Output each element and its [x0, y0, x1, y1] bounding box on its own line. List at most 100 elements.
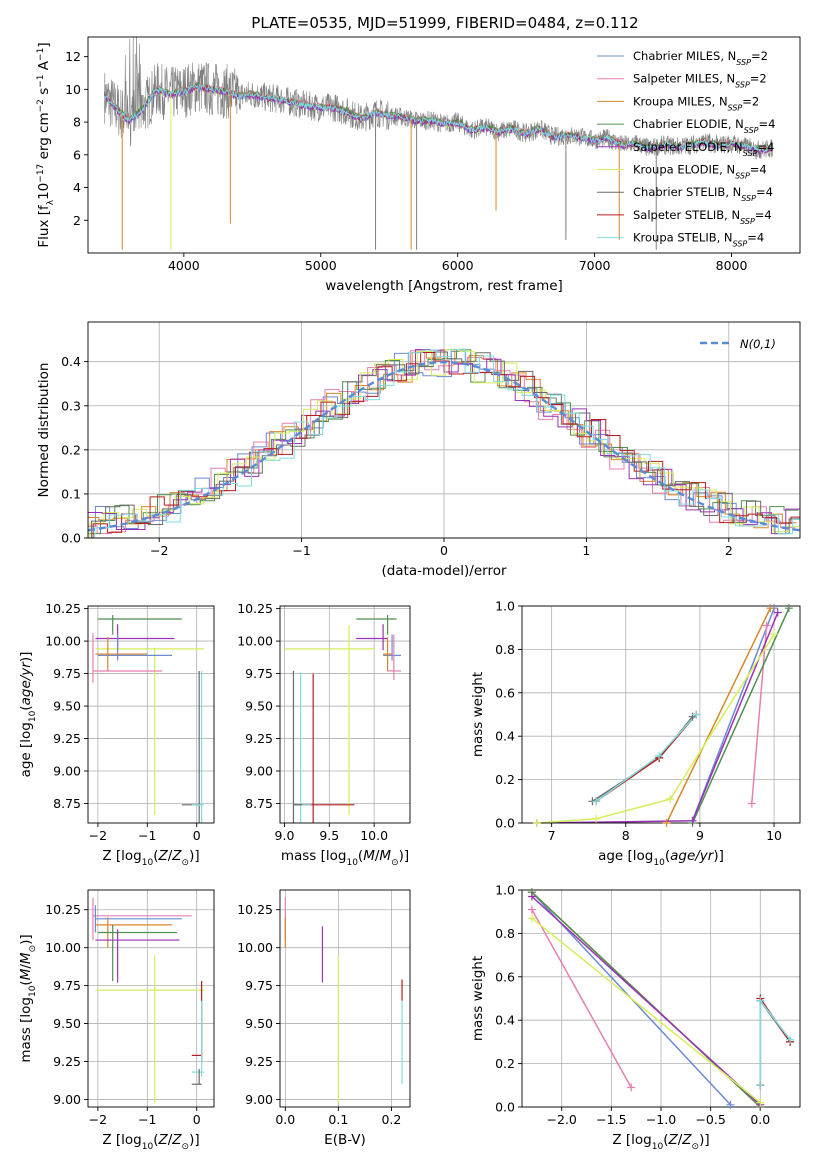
- legend-label: Kroupa STELIB, NSSP=4: [633, 231, 764, 249]
- y-tick-label: 9.25: [245, 731, 273, 746]
- y-tick-label: 0.2: [495, 1056, 515, 1071]
- weight-marker: [592, 797, 601, 806]
- histogram-legend: N(0,1): [700, 337, 776, 351]
- y-tick-label: 0.3: [61, 398, 81, 413]
- weight-marker: [592, 814, 601, 823]
- y-tick-label: 8: [73, 115, 81, 130]
- weight-marker: [756, 996, 765, 1005]
- y-tick-label: 12: [65, 49, 81, 64]
- y-tick-label: 10.00: [45, 634, 81, 649]
- y-tick-label: 9.50: [53, 699, 81, 714]
- weight-marker: [527, 905, 536, 914]
- axes-border: [279, 605, 411, 824]
- x-axis-label: Z [log10(Z/Z⊙)]: [102, 848, 199, 868]
- x-tick-label: 0: [440, 543, 448, 558]
- y-tick-label: 10.25: [45, 902, 81, 917]
- spectrum-axes: 4000 5000 6000 7000 8000 2 4 6 8 10 12 wavelength […: [36, 36, 801, 294]
- gaussian-curve: [88, 360, 800, 532]
- weight-line: [531, 917, 761, 1104]
- x-tick-label: −2: [89, 1112, 107, 1127]
- y-tick-label: 10.25: [237, 601, 273, 616]
- axes-frame: 7 8 9 10 0.0 0.2 0.4 0.6 0.8 1.0 age [log10(age/yr…: [470, 599, 801, 868]
- y-axis-label: age [log10(age/yr)]: [18, 652, 38, 778]
- plot-area: [88, 348, 800, 538]
- weight-line: [536, 612, 779, 823]
- y-tick-label: 8.75: [245, 796, 273, 811]
- legend-label: Kroupa MILES, NSSP=2: [633, 94, 759, 112]
- x-tick-label: −1: [138, 828, 156, 843]
- y-tick-label: 9.00: [53, 764, 81, 779]
- x-tick-label: 10: [766, 828, 782, 843]
- weight-marker: [666, 795, 675, 804]
- weight-marker: [766, 604, 775, 613]
- weight-line: [691, 607, 790, 823]
- y-tick-label: 0.0: [61, 531, 81, 546]
- x-tick-label: 0: [193, 1112, 201, 1127]
- y-tick-label: 2: [73, 213, 81, 228]
- x-tick-label: 0.0: [750, 1112, 770, 1127]
- y-tick-label: 0.4: [495, 1013, 515, 1028]
- y-tick-label: 9.75: [245, 978, 273, 993]
- histogram-series: [90, 351, 800, 538]
- weight-marker: [655, 751, 664, 760]
- y-tick-label: 0.6: [495, 969, 515, 984]
- plot-area: [103, 37, 773, 250]
- y-tick-label: 9.00: [245, 1092, 273, 1107]
- weight-line: [536, 633, 775, 823]
- x-axis-label: E(B-V): [324, 1132, 366, 1148]
- y-tick-label: 6: [73, 147, 81, 162]
- y-tick-label: 10.25: [45, 601, 81, 616]
- axes-border: [87, 36, 801, 254]
- x-tick-label: 7: [548, 828, 556, 843]
- y-axis-label: mass weight: [470, 956, 486, 1041]
- y-axis-label: Flux [fλ10−17 erg cm−2 s−1 A−1]: [36, 42, 56, 247]
- histogram-series: [88, 348, 800, 538]
- x-tick-label: 4000: [168, 258, 200, 273]
- weight-marker: [527, 892, 536, 901]
- y-tick-label: 9.00: [245, 764, 273, 779]
- y-axis-label: mass [log10(M/M⊙)]: [18, 934, 38, 1062]
- weight-marker: [747, 799, 756, 808]
- x-tick-label: 9: [696, 828, 704, 843]
- model-spectrum: [104, 83, 773, 154]
- y-tick-label: 0.0: [495, 816, 515, 831]
- y-tick-label: 0.0: [495, 1100, 515, 1115]
- x-tick-label: 0.1: [328, 1112, 348, 1127]
- axes-frame: −2 −1 0 1 2 0.0 0.1 0.2 0.3 0.4 (data-model)/error…: [36, 321, 801, 579]
- y-axis-label: mass weight: [470, 672, 486, 757]
- y-tick-label: 0.6: [495, 685, 515, 700]
- x-axis-label: Z [log10(Z/Z⊙)]: [102, 1132, 199, 1152]
- spectrum-legend: Chabrier MILES, NSSP=2 Salpeter MILES, NS…: [597, 49, 775, 248]
- weight-marker: [784, 604, 793, 613]
- weight-marker: [692, 710, 701, 719]
- y-tick-label: 1.0: [495, 599, 515, 614]
- x-tick-label: 0.2: [381, 1112, 401, 1127]
- model-spectrum: [104, 83, 773, 155]
- x-tick-label: −1.0: [646, 1112, 676, 1127]
- legend-label: Chabrier MILES, NSSP=2: [633, 49, 768, 67]
- x-tick-label: 0.0: [275, 1112, 295, 1127]
- legend-label: Chabrier STELIB, NSSP=4: [633, 185, 773, 203]
- y-tick-label: 10.00: [237, 940, 273, 955]
- y-tick-label: 10.00: [237, 634, 273, 649]
- x-tick-label: −0.5: [695, 1112, 725, 1127]
- x-tick-label: 2: [725, 543, 733, 558]
- legend-label: Kroupa ELODIE, NSSP=4: [633, 163, 767, 181]
- y-tick-label: 9.25: [245, 1054, 273, 1069]
- figure-title: PLATE=0535, MJD=51999, FIBERID=0484, z=0…: [251, 14, 638, 32]
- y-tick-label: 9.25: [53, 1054, 81, 1069]
- y-tick-label: 9.50: [53, 1016, 81, 1031]
- x-axis-label: wavelength [Angstrom, rest frame]: [325, 278, 563, 294]
- x-axis-label: (data-model)/error: [381, 563, 507, 579]
- x-tick-label: −2: [89, 828, 107, 843]
- x-tick-label: −2.0: [547, 1112, 577, 1127]
- plot-area: [284, 897, 403, 1103]
- y-tick-label: 0.8: [495, 926, 515, 941]
- histogram-series: [88, 350, 794, 530]
- x-tick-label: 8000: [716, 258, 748, 273]
- residual-histogram-axes: −2 −1 0 1 2 0.0 0.1 0.2 0.3 0.4 (data-model)/error…: [36, 321, 801, 579]
- x-tick-label: 0: [193, 828, 201, 843]
- x-tick-label: 1: [582, 543, 590, 558]
- y-tick-label: 0.2: [61, 442, 81, 457]
